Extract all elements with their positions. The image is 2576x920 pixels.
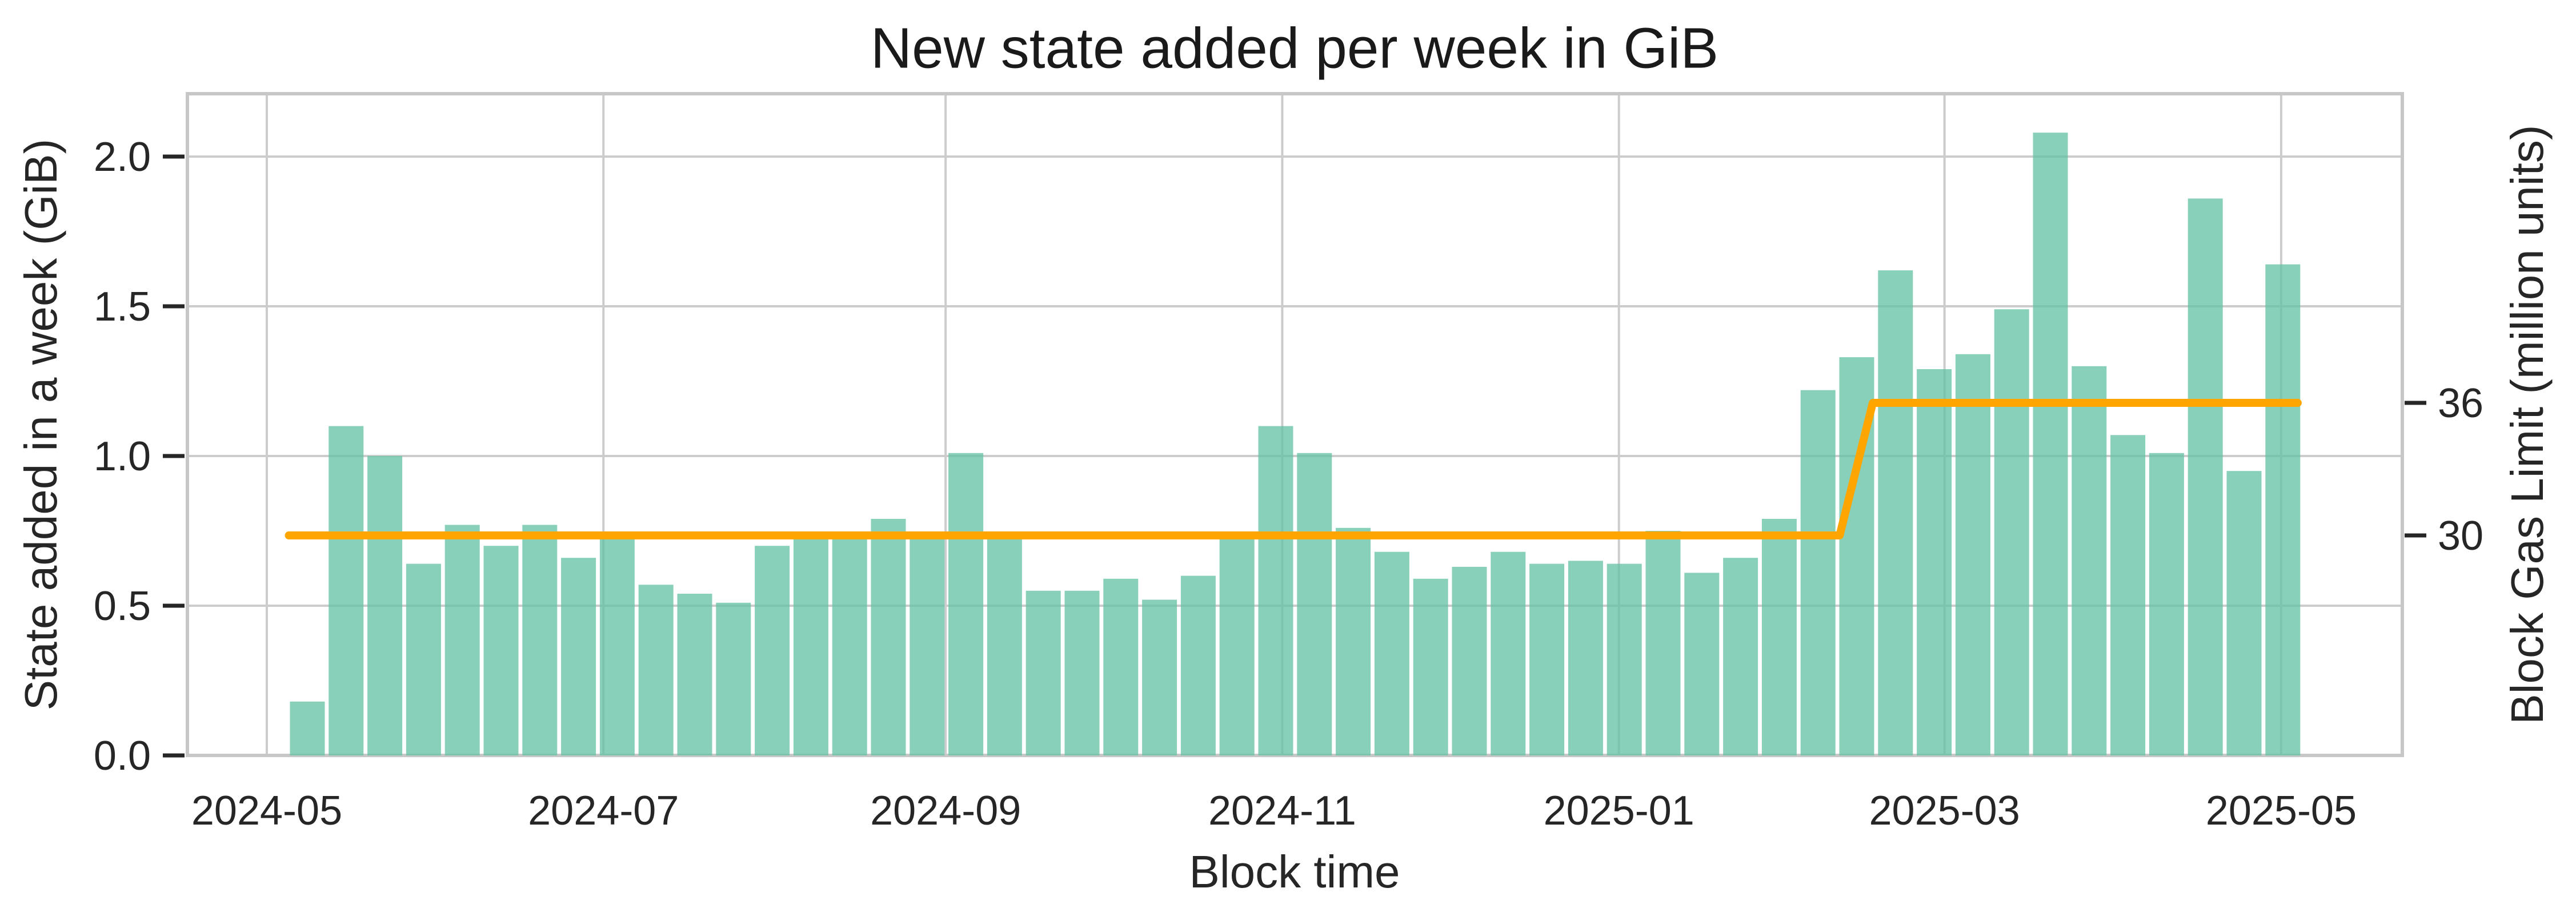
- bar-weekly-state: [755, 546, 790, 755]
- y-tick-label-left: 2.0: [94, 134, 151, 180]
- bar-weekly-state: [793, 537, 828, 755]
- bar-weekly-state: [2110, 435, 2146, 755]
- bar-weekly-state: [522, 525, 558, 755]
- bar-weekly-state: [1374, 551, 1409, 755]
- bar-weekly-state: [1258, 426, 1293, 755]
- bar-weekly-state: [290, 701, 325, 755]
- bar-weekly-state: [2226, 471, 2262, 755]
- bar-weekly-state: [910, 537, 945, 755]
- bar-weekly-state: [871, 519, 906, 755]
- x-tick-label: 2024-09: [870, 788, 1021, 834]
- y-tick-label-right: 30: [2438, 513, 2483, 559]
- bar-weekly-state: [638, 585, 674, 755]
- gas-limit-line: [285, 399, 2302, 539]
- bar-weekly-state: [2072, 366, 2107, 755]
- x-tick-label: 2025-01: [1544, 788, 1694, 834]
- x-tick-label: 2024-07: [528, 788, 679, 834]
- y-tick-label-left: 1.0: [94, 434, 151, 479]
- bar-weekly-state: [1568, 561, 1603, 755]
- bar-weekly-state: [1800, 390, 1836, 755]
- bar-weekly-state: [948, 453, 984, 755]
- bar-weekly-state: [367, 456, 403, 755]
- bar-weekly-state: [1607, 563, 1642, 755]
- bar-weekly-state: [1180, 575, 1216, 755]
- plot-border: [186, 92, 2404, 757]
- bar-weekly-state: [483, 546, 519, 755]
- y-tick-label-left: 0.5: [94, 583, 151, 629]
- chart-title: New state added per week in GiB: [870, 16, 1719, 81]
- bar-weekly-state: [677, 594, 712, 755]
- x-tick-label: 2024-11: [1208, 788, 1356, 834]
- bar-weekly-state: [561, 558, 596, 755]
- bar-weekly-state: [1917, 369, 1952, 755]
- bar-weekly-state: [444, 525, 480, 755]
- bar-weekly-state: [1413, 578, 1448, 755]
- bar-weekly-state: [2265, 264, 2301, 756]
- bar-weekly-state: [406, 563, 441, 755]
- x-axis-label: Block time: [1189, 846, 1400, 897]
- bar-weekly-state: [1491, 551, 1526, 755]
- x-tick-label: 2025-05: [2206, 788, 2357, 834]
- bar-weekly-state: [1219, 537, 1255, 755]
- bar-weekly-state: [1761, 519, 1797, 755]
- bar-weekly-state: [328, 426, 364, 755]
- bar-weekly-state: [1994, 309, 2029, 755]
- bar-weekly-state: [1955, 354, 1990, 755]
- bar-weekly-state: [2188, 198, 2223, 755]
- bar-weekly-state: [1723, 558, 1758, 755]
- bar-weekly-state: [1297, 453, 1332, 755]
- bar-weekly-state: [1878, 270, 1913, 756]
- bar-weekly-state: [716, 602, 751, 755]
- y-tick-label-right: 36: [2438, 381, 2483, 426]
- bar-weekly-state: [1103, 578, 1139, 755]
- bar-weekly-state: [1064, 590, 1100, 755]
- bar-weekly-state: [987, 537, 1022, 755]
- bar-weekly-state: [2033, 133, 2068, 756]
- x-tick-label: 2024-05: [191, 788, 342, 834]
- bar-weekly-state: [1684, 573, 1720, 755]
- bar-weekly-state: [832, 537, 867, 755]
- bar-weekly-state: [1142, 599, 1177, 755]
- y-tick-label-left: 1.5: [94, 284, 151, 330]
- y-tick-label-left: 0.0: [94, 733, 151, 779]
- bar-weekly-state: [1529, 563, 1565, 755]
- bar-weekly-state: [1025, 590, 1061, 755]
- x-tick-label: 2025-03: [1869, 788, 2020, 834]
- bar-weekly-state: [1645, 531, 1681, 755]
- bar-weekly-state: [599, 537, 635, 755]
- bar-weekly-state: [2149, 453, 2184, 755]
- bar-weekly-state: [1336, 527, 1371, 755]
- bar-weekly-state: [1452, 566, 1487, 755]
